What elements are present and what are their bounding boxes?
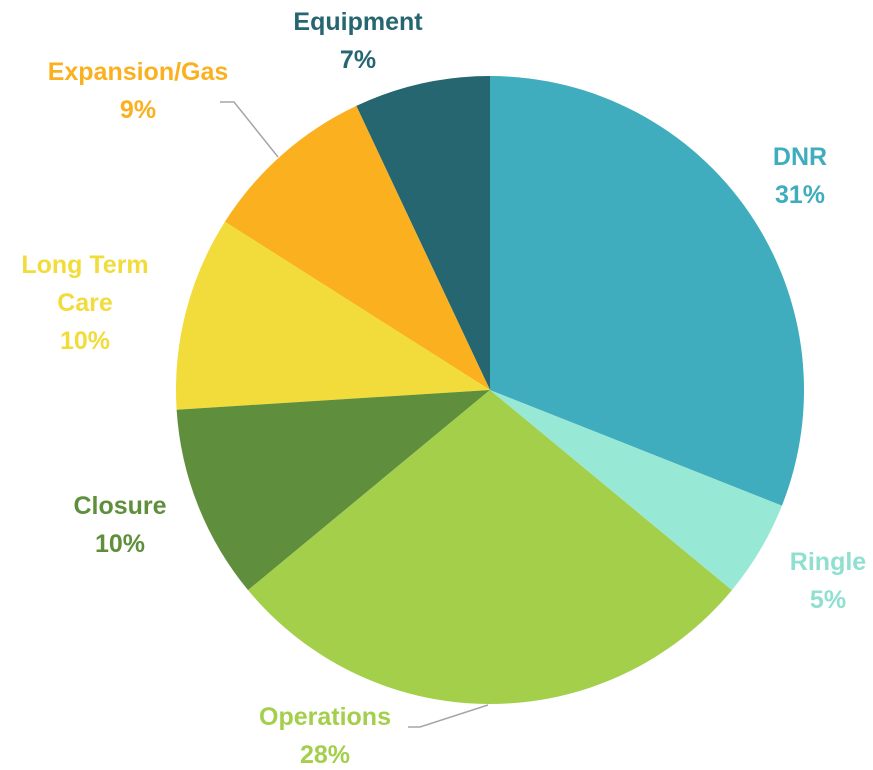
slice-label: Closure 10% (73, 487, 166, 563)
slice-label: Operations 28% (259, 698, 391, 770)
pie-slice (490, 390, 782, 591)
category-label: Closure (73, 492, 167, 520)
slice-label: Equipment 7% (293, 3, 422, 79)
pie-slice (224, 105, 490, 390)
pie-slice (176, 390, 490, 591)
value-label: 10% (94, 530, 146, 558)
value-label: 28% (299, 741, 351, 769)
category-label: Equipment (293, 8, 423, 36)
value-label: 9% (119, 96, 157, 124)
category-label: Ringle (789, 548, 867, 576)
slice-label: Ringle 5% (790, 543, 866, 619)
pie-slice (356, 76, 490, 390)
value-label: 7% (339, 46, 377, 74)
category-label: DNR (772, 143, 828, 171)
leader-line (220, 101, 279, 158)
category-label: Expansion/Gas (47, 58, 229, 86)
value-label: 31% (774, 181, 826, 209)
pie-slice (248, 390, 732, 705)
pie-slice (490, 76, 805, 506)
slice-label: DNR 31% (773, 138, 827, 214)
value-label: 5% (809, 586, 847, 614)
leader-line (408, 704, 489, 728)
category-label: Long Term Care (21, 251, 149, 317)
pie-slice (176, 221, 490, 410)
slice-label: Expansion/Gas 9% (48, 53, 229, 129)
slice-label: Long Term Care 10% (10, 246, 160, 360)
value-label: 10% (59, 327, 111, 355)
category-label: Operations (259, 703, 391, 731)
